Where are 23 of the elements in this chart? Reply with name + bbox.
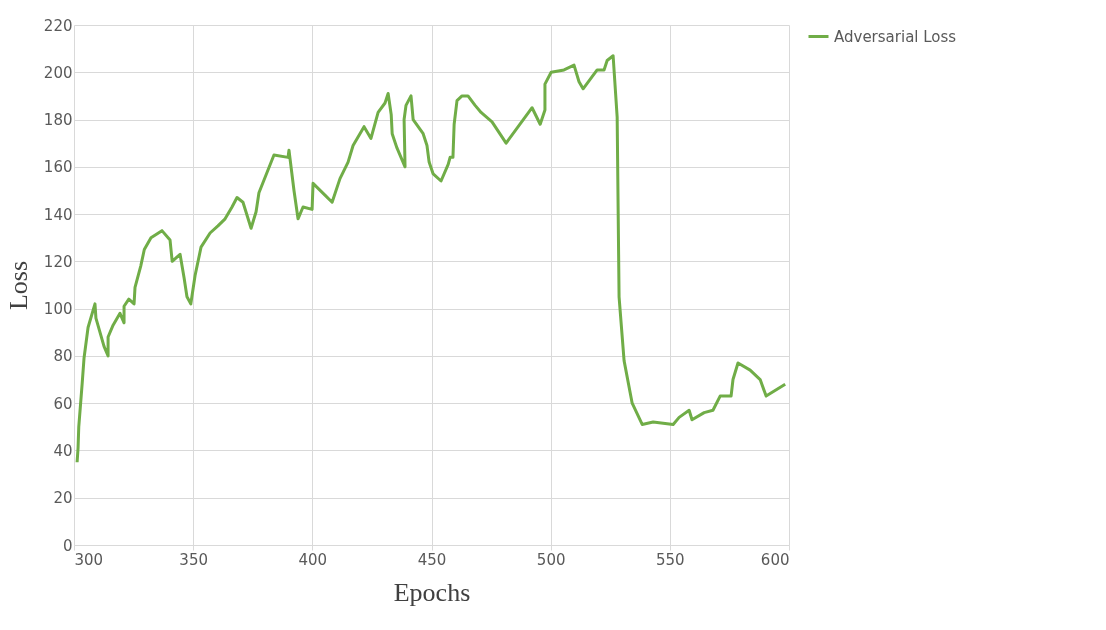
y-tick-label: 0 [62, 536, 73, 555]
y-tick-label: 180 [43, 111, 73, 130]
y-tick-label: 60 [53, 394, 73, 413]
legend-label: Adversarial Loss [834, 27, 957, 46]
x-axis-title: Epochs [393, 577, 471, 607]
x-tick-label: 400 [298, 550, 328, 569]
line-series [75, 54, 787, 464]
y-tick-label: 20 [53, 489, 73, 508]
x-tick-label: 300 [74, 550, 104, 569]
y-axis-title: Loss [3, 260, 33, 311]
y-tick-label: 140 [43, 205, 73, 224]
y-tick-label: 200 [43, 63, 73, 82]
y-tick-label: 40 [53, 441, 73, 460]
y-tick-label: 120 [43, 252, 73, 271]
y-tick-label: 160 [43, 158, 73, 177]
x-tick-label: 350 [179, 550, 208, 569]
y-tick-label: 80 [53, 347, 73, 366]
x-tick-label: 500 [536, 550, 566, 569]
y-tick-label: 100 [43, 300, 73, 319]
x-tick-label: 550 [656, 550, 685, 569]
y-tick-label: 220 [43, 16, 73, 35]
x-tick-label: 600 [760, 550, 790, 569]
x-tick-label: 450 [417, 550, 447, 569]
